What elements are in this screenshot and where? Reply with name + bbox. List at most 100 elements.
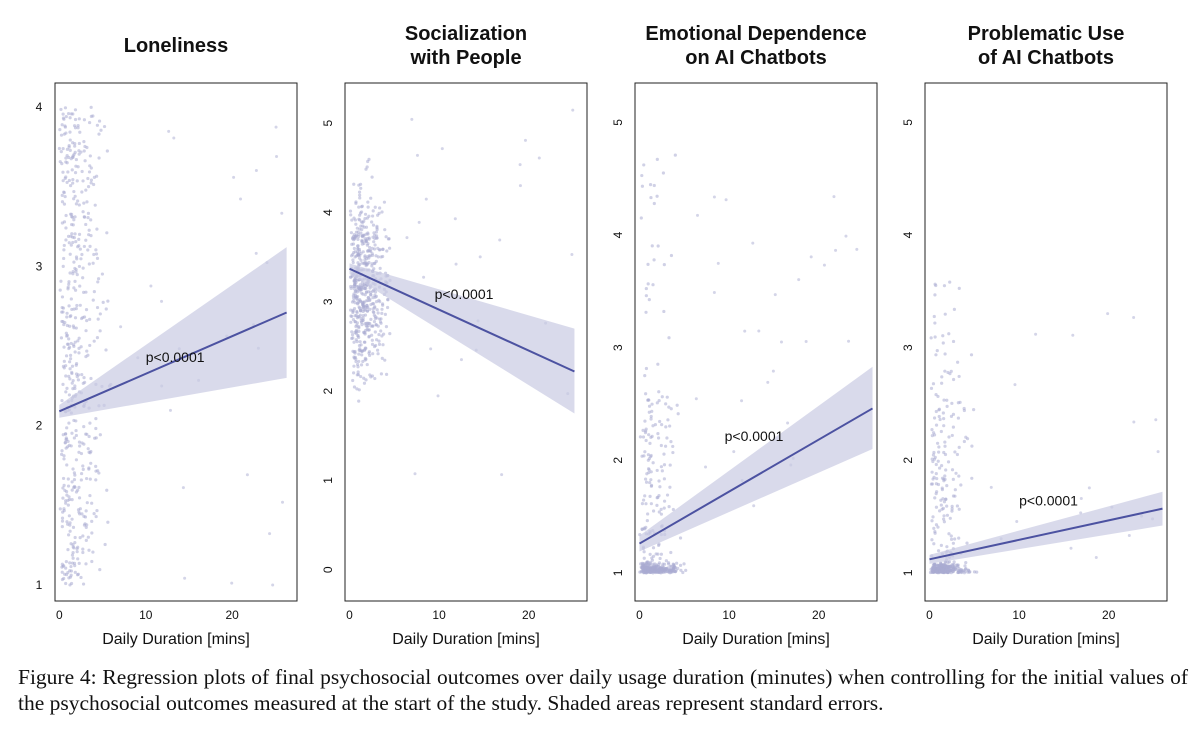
data-point bbox=[65, 463, 69, 467]
data-point bbox=[97, 471, 101, 475]
data-point bbox=[77, 152, 81, 156]
data-point bbox=[655, 503, 659, 507]
data-point bbox=[648, 183, 653, 187]
y-tick-label: 4 bbox=[901, 231, 915, 238]
data-point bbox=[938, 466, 942, 470]
data-point bbox=[644, 310, 648, 314]
data-point bbox=[73, 540, 77, 545]
x-tick-label: 0 bbox=[636, 608, 643, 622]
regression-line bbox=[58, 311, 288, 413]
data-point bbox=[62, 457, 66, 461]
data-point bbox=[834, 248, 838, 252]
data-point bbox=[364, 239, 368, 243]
data-point bbox=[96, 317, 100, 321]
data-point bbox=[638, 435, 643, 439]
data-point bbox=[60, 449, 64, 453]
data-point bbox=[77, 141, 81, 146]
data-point bbox=[946, 560, 950, 565]
data-point bbox=[932, 433, 937, 437]
data-point bbox=[119, 325, 123, 329]
data-point bbox=[367, 335, 371, 339]
data-point bbox=[964, 435, 968, 439]
data-point bbox=[68, 324, 72, 328]
data-point bbox=[88, 421, 92, 425]
data-point bbox=[100, 272, 105, 276]
data-point bbox=[648, 552, 652, 556]
data-point bbox=[375, 227, 379, 232]
y-tick-label: 5 bbox=[321, 120, 335, 127]
data-point bbox=[356, 246, 360, 251]
data-point bbox=[704, 465, 708, 469]
data-point bbox=[82, 376, 86, 380]
data-point bbox=[373, 261, 377, 265]
data-point bbox=[98, 433, 102, 437]
data-point bbox=[657, 479, 661, 483]
data-point bbox=[76, 488, 80, 492]
x-axis-label: Daily Duration [mins] bbox=[682, 631, 830, 648]
data-point bbox=[949, 369, 953, 373]
data-point bbox=[657, 390, 661, 394]
data-point bbox=[943, 440, 947, 444]
data-point bbox=[933, 321, 937, 325]
data-point bbox=[91, 261, 95, 265]
data-point bbox=[70, 232, 74, 236]
data-point bbox=[71, 235, 75, 239]
data-point bbox=[366, 200, 370, 204]
data-point bbox=[957, 445, 961, 449]
data-point bbox=[66, 548, 70, 552]
data-point bbox=[82, 425, 86, 429]
data-point bbox=[646, 398, 650, 402]
data-point bbox=[944, 497, 948, 501]
data-point bbox=[85, 501, 89, 505]
data-point bbox=[956, 360, 960, 364]
data-point bbox=[73, 340, 77, 344]
panel-4: Problematic Use of AI Chatbots p<0.0001 1 2 3… bbox=[901, 23, 1168, 648]
data-point bbox=[657, 561, 662, 565]
data-point bbox=[364, 378, 368, 382]
data-point bbox=[648, 494, 652, 498]
data-point bbox=[381, 303, 385, 307]
data-point bbox=[76, 378, 81, 382]
data-point bbox=[73, 535, 77, 540]
data-point bbox=[671, 444, 675, 449]
data-point bbox=[937, 450, 941, 454]
data-point bbox=[645, 519, 649, 523]
data-point bbox=[73, 316, 78, 320]
x-tick-label: 20 bbox=[225, 608, 239, 622]
data-point bbox=[369, 292, 373, 297]
data-point bbox=[71, 178, 75, 182]
data-point bbox=[367, 237, 371, 241]
regression-line bbox=[349, 267, 575, 373]
data-point bbox=[82, 149, 86, 153]
data-point bbox=[64, 114, 68, 119]
data-point bbox=[92, 339, 96, 343]
y-tick-label: 3 bbox=[36, 259, 43, 273]
data-point bbox=[74, 419, 78, 423]
data-point bbox=[61, 116, 66, 120]
data-point bbox=[87, 170, 92, 174]
data-point bbox=[104, 307, 108, 311]
data-point bbox=[66, 477, 70, 481]
data-point bbox=[649, 417, 653, 421]
data-point bbox=[939, 429, 943, 434]
data-point bbox=[84, 222, 88, 227]
data-point bbox=[73, 117, 78, 122]
data-point bbox=[410, 117, 414, 121]
data-point bbox=[743, 329, 747, 333]
data-point bbox=[939, 498, 943, 502]
data-point bbox=[352, 292, 356, 296]
data-point bbox=[500, 473, 504, 477]
data-point bbox=[358, 211, 363, 215]
data-point bbox=[70, 364, 75, 368]
plot-frame bbox=[54, 82, 298, 602]
data-point bbox=[74, 202, 79, 206]
data-point bbox=[965, 541, 969, 545]
data-point bbox=[387, 246, 392, 250]
data-point bbox=[78, 284, 82, 288]
data-point bbox=[357, 256, 362, 260]
x-tick-label: 0 bbox=[346, 608, 353, 622]
data-point bbox=[373, 205, 377, 209]
data-point bbox=[662, 506, 666, 510]
data-point bbox=[571, 108, 575, 112]
data-point bbox=[935, 490, 939, 494]
